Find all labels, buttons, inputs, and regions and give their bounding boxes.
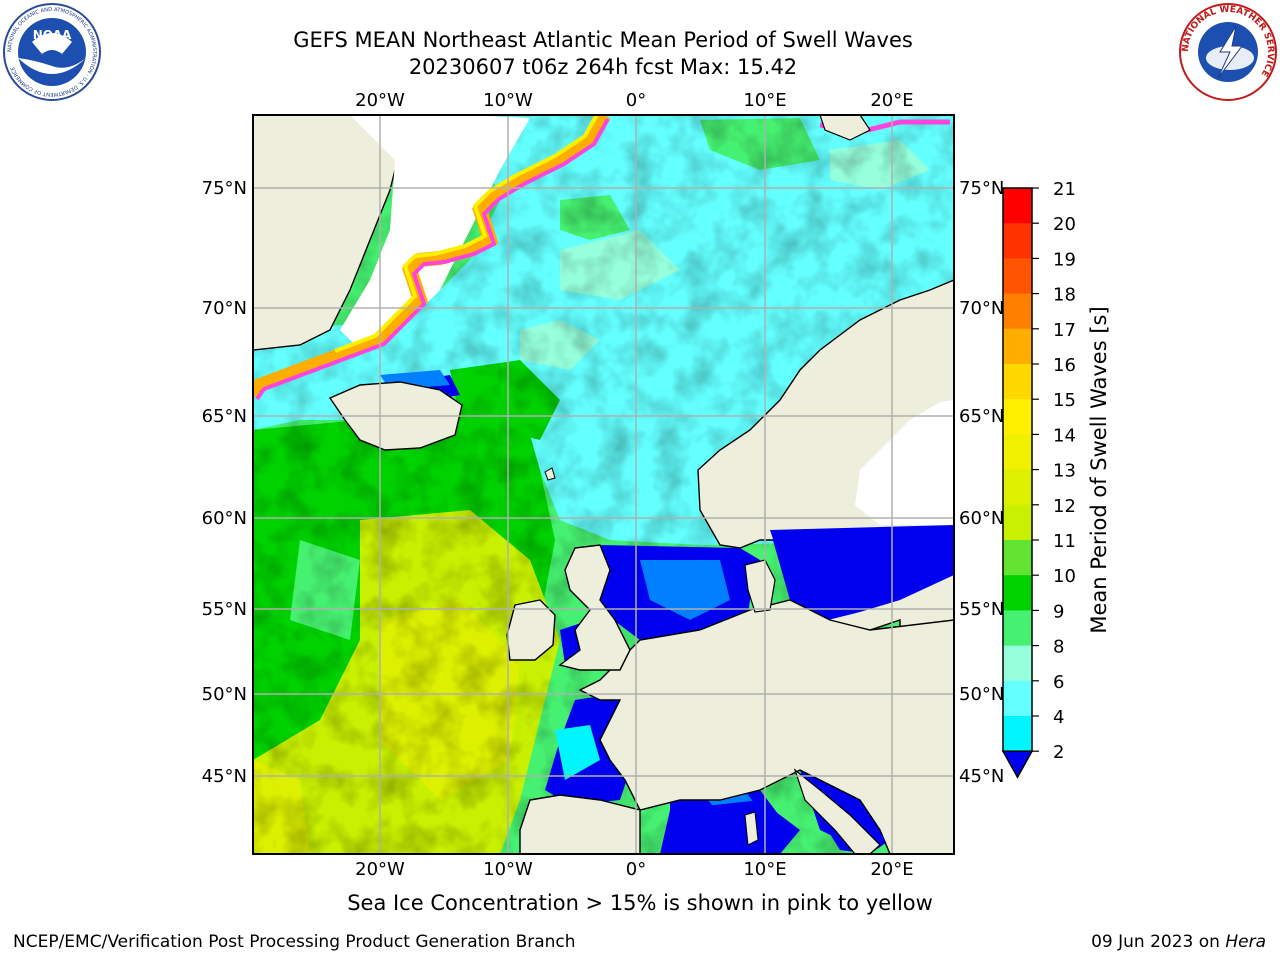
italy-land (793, 768, 881, 854)
lat-label-left: 60°N (202, 508, 247, 529)
bothnia-white (855, 400, 954, 525)
colorbar-segment (1003, 364, 1032, 400)
colorbar-tick-label: 12 (1053, 496, 1076, 517)
colorbar-tick-label: 13 (1053, 461, 1076, 482)
colorbar-segment (1003, 645, 1032, 682)
colorbar-tick-label: 6 (1053, 672, 1064, 693)
colorbar-segment (1003, 223, 1032, 259)
colorbar-tick-label: 19 (1053, 249, 1076, 270)
lat-label-right: 75°N (959, 178, 1004, 199)
colorbar-segment (1003, 328, 1032, 365)
colorbar-tick-label: 11 (1053, 531, 1076, 552)
colorbar-tick-label: 14 (1053, 425, 1076, 446)
lat-label-left: 45°N (202, 766, 247, 787)
colorbar-tick-label: 2 (1053, 742, 1064, 763)
colorbar-segment (1003, 188, 1032, 224)
lat-label-right: 70°N (959, 298, 1004, 319)
colorbar-tick-label: 16 (1053, 355, 1076, 376)
lon-label-top: 10°E (743, 90, 786, 111)
lon-label-top: 10°W (483, 90, 533, 111)
colorbar-segment (1003, 434, 1032, 471)
lat-label-left: 50°N (202, 684, 247, 705)
lon-label-bottom: 20°E (870, 859, 913, 880)
colorbar-tick-label: 4 (1053, 707, 1064, 728)
lat-label-right: 65°N (959, 406, 1004, 427)
graticule (253, 115, 954, 854)
machine-name: Hera (1225, 932, 1266, 952)
sea-ice-note: Sea Ice Concentration > 15% is shown in … (347, 891, 933, 915)
run-date: 09 Jun 2023 on Hera (1091, 932, 1266, 952)
sea-ice-white (340, 115, 530, 350)
colorbar-segment (1003, 293, 1032, 330)
continental-europe-land (578, 599, 954, 854)
colorbar-segment (1003, 540, 1032, 576)
noaa-logo: NOAA NATIONAL OCEANIC AND ATMOSPHERIC AD… (3, 3, 101, 101)
sea-ice-edge (253, 115, 611, 400)
colorbar-segment (1003, 680, 1032, 717)
chart-title: GEFS MEAN Northeast Atlantic Mean Period… (293, 28, 913, 52)
lat-label-left: 75°N (202, 178, 247, 199)
chart-subtitle: 20230607 t06z 264h fcst Max: 15.42 (408, 55, 798, 79)
lat-label-right: 45°N (959, 766, 1004, 787)
lat-label-left: 70°N (202, 298, 247, 319)
lat-label-right: 60°N (959, 508, 1004, 529)
colorbar-tick-label: 8 (1053, 637, 1064, 658)
colorbar-tick-label: 10 (1053, 566, 1076, 587)
nws-logo: NATIONAL WEATHER SERVICE (1179, 3, 1277, 101)
colorbar-tick-label: 17 (1053, 320, 1076, 341)
lon-label-bottom: 20°W (355, 859, 405, 880)
producer-credit: NCEP/EMC/Verification Post Processing Pr… (13, 932, 576, 952)
colorbar-tick-label: 18 (1053, 285, 1076, 306)
colorbar-tick-label: 15 (1053, 390, 1076, 411)
noaa-logo-text: NOAA (33, 28, 72, 42)
colorbar-segment (1003, 575, 1032, 611)
colorbar-segment (1003, 399, 1032, 435)
colorbar-ticks: 21 20 19 18 17 16 15 14 13 12 11 10 9 8 6 4 2 (1032, 179, 1076, 763)
svalbard-land (819, 115, 871, 141)
colorbar-label: Mean Period of Swell Waves [s] (1087, 306, 1111, 633)
colorbar-segment (1003, 504, 1032, 541)
lat-label-left: 55°N (202, 599, 247, 620)
colorbar-segment (1003, 716, 1032, 752)
lon-label-bottom: 0° (626, 859, 646, 880)
colorbar-tick-label: 21 (1053, 179, 1076, 200)
map-frame (252, 114, 955, 855)
run-date-text: 09 Jun 2023 on (1091, 932, 1226, 952)
colorbar-segment (1003, 258, 1032, 295)
colorbar-tick-label: 9 (1053, 601, 1064, 622)
lon-label-top: 0° (626, 90, 646, 111)
colorbar-extend-arrow (1001, 750, 1034, 779)
colorbar-segment (1003, 469, 1032, 506)
lon-label-bottom: 10°W (483, 859, 533, 880)
lat-label-right: 55°N (959, 599, 1004, 620)
lat-label-right: 50°N (959, 684, 1004, 705)
lon-label-top: 20°W (355, 90, 405, 111)
lat-label-left: 65°N (202, 406, 247, 427)
lon-label-top: 20°E (870, 90, 913, 111)
colorbar (1001, 187, 1034, 779)
colorbar-tick-label: 20 (1053, 214, 1076, 235)
colorbar-segment (1003, 610, 1032, 647)
lon-label-bottom: 10°E (743, 859, 786, 880)
iberia-land (519, 794, 641, 854)
great-britain-land (558, 544, 631, 671)
